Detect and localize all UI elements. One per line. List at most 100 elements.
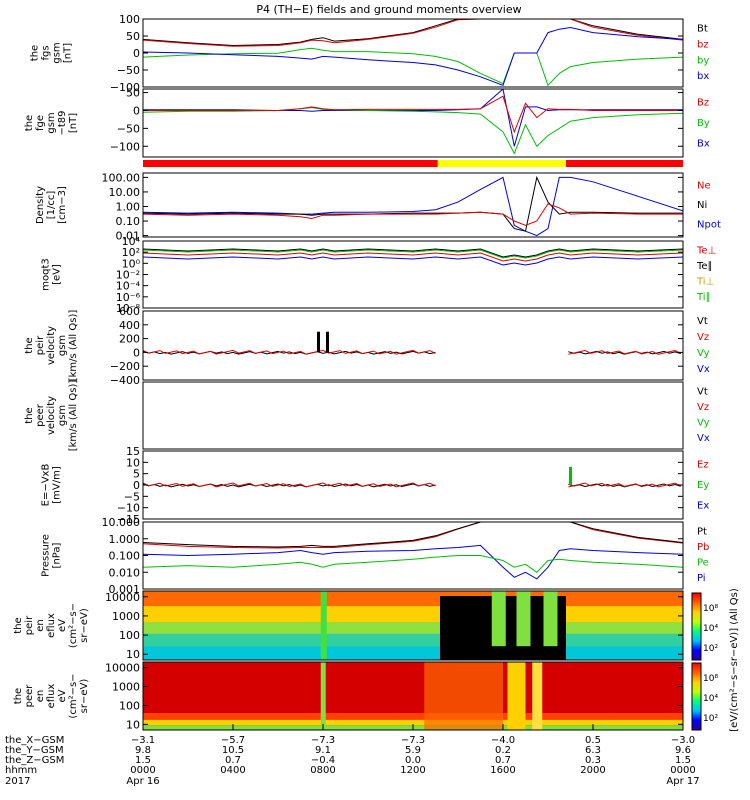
- ylabel-line: [eV]: [52, 264, 63, 285]
- legend-label: Vy: [697, 418, 710, 429]
- legend-label: Vt: [697, 386, 708, 397]
- spectrogram-band: [143, 719, 683, 726]
- ytick-label: −5: [124, 490, 140, 503]
- ylabel-line: peir: [24, 615, 35, 635]
- temperature-series-line: [143, 248, 683, 258]
- ylabel-line: [km/s (All Qs)]: [68, 380, 79, 452]
- legend-label: Vz: [697, 402, 709, 413]
- ylabel-line: fgs: [41, 45, 52, 60]
- ytick-label: 0.100: [109, 550, 141, 563]
- ylabel-line: sr−eV): [79, 679, 90, 714]
- ytick-label: 10: [126, 718, 140, 731]
- ytick-label: 0.010: [109, 566, 141, 579]
- spectrogram-band: [143, 662, 683, 713]
- ytick-label: 10⁻⁸: [116, 302, 141, 315]
- legend-label: Vt: [697, 316, 708, 327]
- legend-label: Pi: [697, 573, 706, 584]
- series-line-fgs_bx: [143, 26, 683, 86]
- ytick-label: 0: [133, 104, 140, 117]
- panel-content: [143, 19, 683, 87]
- legend-label: Ne: [697, 181, 711, 192]
- ytick-label: 10⁻²: [116, 269, 140, 282]
- ylabel-line: the: [13, 688, 24, 704]
- xaxis-row-value: −5.7: [221, 735, 245, 746]
- panel-content: [143, 89, 683, 155]
- panel-peir-eflux: 10000 1000 100 10 the peir en eflux eV (cm²−s− sr−…: [13, 590, 684, 661]
- xaxis-row-value: 10.5: [222, 745, 244, 756]
- panel-density: 100.00 10.001.00 0.10 0.01 Density [1/cc] [cm−…: [35, 171, 721, 242]
- legend-label: by: [697, 55, 709, 66]
- spectrogram-feature: [424, 662, 503, 730]
- spectrogram-feature: [320, 591, 327, 660]
- ytick-label: 1.000: [109, 533, 141, 546]
- xaxis-row-label: the_X−GSM: [5, 735, 64, 746]
- ytick-label: 1000: [112, 681, 140, 694]
- series-line-Ne: [143, 203, 683, 226]
- colorbar-label: [eV/(cm²−s−sr−eV)] (All Qs): [729, 588, 740, 732]
- legend-label: By: [697, 118, 710, 129]
- ytick-label: −400: [110, 374, 140, 387]
- ylabel-line: eV: [57, 689, 68, 702]
- ylabel-line: peer: [24, 684, 35, 708]
- ytick-label: 10⁰: [122, 257, 141, 270]
- xaxis-row-value: 0400: [220, 765, 245, 776]
- legend-label: Te∥: [696, 261, 713, 272]
- colorbar-strip: [691, 662, 702, 731]
- ylabel-line: [1/cc]: [46, 191, 57, 220]
- panel-fge-gsm: 50 0 −50 −100 the fge gsm −t89 [nT] Bz By Bx: [24, 87, 710, 158]
- panel-content: [143, 466, 682, 488]
- xaxis-row-value: 1200: [400, 765, 425, 776]
- xaxis-row-value: 9.8: [135, 745, 151, 756]
- series-line-Pb: [143, 522, 683, 549]
- ylabel-line: gsm: [57, 405, 68, 426]
- xaxis-row-value: −0.4: [311, 755, 335, 766]
- ytick-label: −15: [117, 513, 140, 526]
- xaxis-row-label: the_Z−GSM: [5, 755, 64, 766]
- ylabel-line: (cm²−s−: [68, 673, 79, 718]
- legend-label: Bz: [697, 97, 709, 108]
- xaxis-row-value: 1.5: [675, 755, 691, 766]
- legend-label: Vx: [697, 364, 710, 375]
- series-line: [143, 482, 436, 488]
- spectrogram-band: [143, 622, 683, 634]
- ytick-label: 10000: [105, 662, 140, 675]
- ytick-label: −100: [110, 81, 140, 94]
- series-line: [568, 482, 682, 488]
- ylabel-line: sr−eV): [79, 608, 90, 643]
- panel-frame: [142, 521, 684, 590]
- ytick-label: 200: [119, 333, 140, 346]
- ytick-label: 100: [119, 13, 140, 26]
- ytick-label: 15: [126, 445, 140, 458]
- xaxis-row-value: 0.5: [585, 735, 601, 746]
- xaxis-row-value: 2000: [580, 765, 605, 776]
- colorbar-tick: 10⁴: [703, 624, 718, 634]
- ylabel-line: [cm−3]: [57, 186, 68, 224]
- ytick-label: −100: [110, 140, 140, 153]
- ylabel-line: peir: [35, 335, 46, 355]
- panel-frame: [142, 310, 684, 381]
- panel-frame: [142, 172, 684, 238]
- ylabel-line: Density: [35, 186, 46, 224]
- ytick-label: −200: [110, 360, 140, 373]
- ylabel-line: [nPa]: [52, 542, 63, 568]
- legend-label: Bx: [697, 139, 710, 150]
- colorbar-strip: [691, 592, 702, 661]
- ytick-label: 10²: [122, 246, 140, 259]
- xaxis-row-value: 9.1: [315, 745, 331, 756]
- legend-label: Ni: [697, 200, 707, 211]
- xaxis-row-value: −3.1: [131, 735, 155, 746]
- series-line: [143, 349, 436, 355]
- series-line: [568, 349, 682, 355]
- legend-label: Pt: [697, 526, 707, 537]
- ylabel-line: [km/s (All Qs)]: [68, 310, 79, 382]
- panel-frame: [142, 590, 684, 661]
- panel-frame: [142, 88, 684, 158]
- xaxis-row-value: 0.7: [495, 755, 511, 766]
- ytick-label: 0: [133, 47, 140, 60]
- xaxis-row-value: Apr 16: [126, 776, 159, 787]
- ytick-label: −50: [117, 122, 140, 135]
- ytick-label: 10: [126, 456, 140, 469]
- xaxis-row-value: −7.3: [401, 735, 425, 746]
- series-line-fgs_bz: [143, 19, 683, 47]
